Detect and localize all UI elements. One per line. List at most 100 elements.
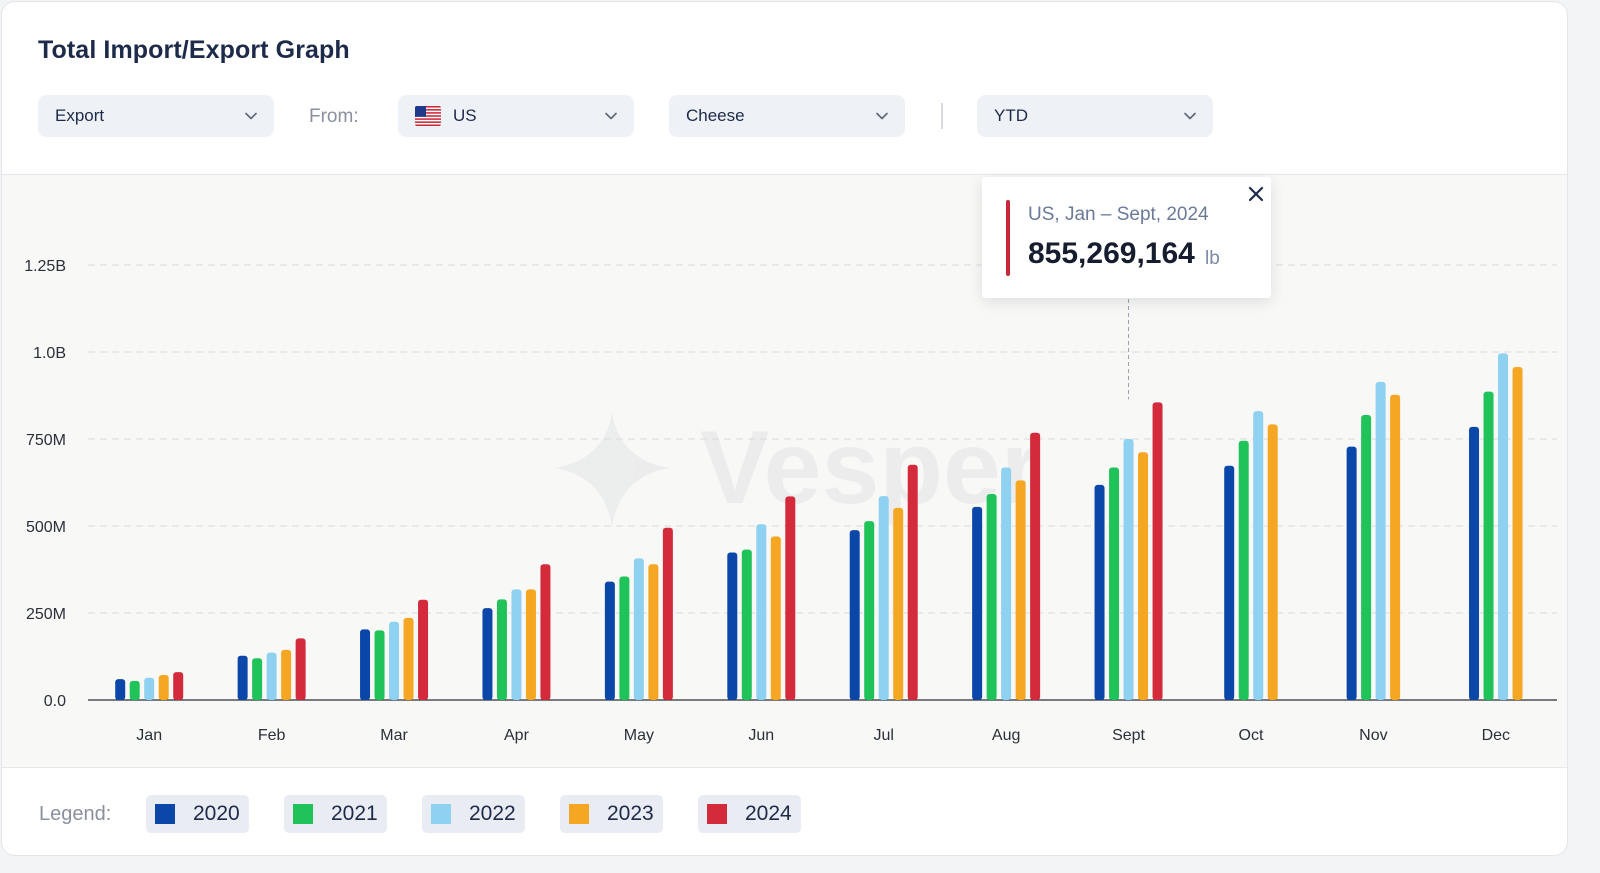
bar-2024-may[interactable]: [662, 527, 673, 700]
x-tick-label: Feb: [258, 727, 286, 744]
close-icon[interactable]: [1245, 183, 1267, 205]
product-select[interactable]: Cheese: [669, 95, 905, 137]
tooltip-unit: lb: [1205, 248, 1220, 269]
bar-2021-may[interactable]: [619, 576, 630, 700]
legend-item-2020[interactable]: 2020: [146, 795, 249, 833]
watermark-text: Vesper: [700, 410, 1041, 526]
bar-2024-sept[interactable]: [1152, 402, 1163, 700]
bar-2023-jun[interactable]: [770, 536, 781, 700]
bar-2023-apr[interactable]: [525, 589, 536, 700]
bar-2023-sept[interactable]: [1138, 452, 1149, 700]
legend-swatch: [431, 804, 451, 824]
bar-2024-feb[interactable]: [295, 638, 306, 700]
bar-2021-sept[interactable]: [1109, 467, 1120, 700]
bar-2024-apr[interactable]: [540, 564, 551, 700]
import-export-card: Total Import/Export Graph Export From: U…: [1, 1, 1568, 856]
bar-2020-oct[interactable]: [1224, 465, 1235, 700]
value-tooltip: US, Jan – Sept, 2024 855,269,164 lb: [982, 177, 1271, 298]
filter-divider: [941, 103, 943, 129]
bar-2022-sept[interactable]: [1123, 439, 1134, 700]
bar-2021-jul[interactable]: [864, 521, 875, 700]
bar-2020-jan[interactable]: [115, 679, 126, 700]
bar-2020-feb[interactable]: [237, 655, 248, 700]
bar-2024-jun[interactable]: [785, 496, 796, 700]
bar-2020-aug[interactable]: [972, 506, 983, 700]
tooltip-accent: [1006, 200, 1010, 276]
bar-2022-feb[interactable]: [266, 652, 277, 700]
bars: [115, 299, 1523, 700]
x-tick-label: May: [624, 727, 654, 744]
x-axis-labels: Jan Feb Mar Apr May Jun Jul Aug Sept Oct Nov Dec: [136, 727, 1510, 744]
y-tick-label: 500M: [26, 519, 66, 536]
bar-2024-jan[interactable]: [173, 672, 184, 700]
bar-2020-mar[interactable]: [360, 629, 371, 700]
bar-2024-mar[interactable]: [418, 599, 429, 700]
x-tick-label: Nov: [1359, 727, 1387, 744]
bar-2021-nov[interactable]: [1361, 414, 1372, 700]
bar-2022-nov[interactable]: [1375, 381, 1386, 700]
bar-2023-nov[interactable]: [1390, 394, 1401, 700]
bar-2023-feb[interactable]: [281, 649, 292, 700]
bar-2022-oct[interactable]: [1253, 411, 1264, 700]
bar-2020-jul[interactable]: [849, 530, 860, 700]
bar-2020-may[interactable]: [604, 581, 615, 700]
legend-item-2023[interactable]: 2023: [560, 795, 663, 833]
bar-2021-mar[interactable]: [374, 630, 385, 700]
bar-2021-feb[interactable]: [252, 658, 263, 700]
bar-2021-jan[interactable]: [129, 680, 140, 700]
bar-2023-mar[interactable]: [403, 617, 414, 700]
chart-plot-area: Vesper 0.0 250M 500M 750M 1.0B 1.25B Jan Feb Ma…: [2, 174, 1567, 768]
bar-2023-jan[interactable]: [158, 674, 169, 700]
bar-2022-apr[interactable]: [511, 589, 522, 700]
country-select-value: US: [453, 106, 477, 125]
x-tick-label: Aug: [992, 727, 1020, 744]
period-select-value: YTD: [994, 106, 1028, 125]
bar-2024-aug[interactable]: [1030, 432, 1041, 700]
legend-swatch: [707, 804, 727, 824]
legend-item-2022[interactable]: 2022: [422, 795, 525, 833]
legend-item-label: 2022: [469, 802, 516, 825]
direction-select[interactable]: Export: [38, 95, 274, 137]
bar-2020-nov[interactable]: [1346, 446, 1357, 700]
bar-2024-jul[interactable]: [907, 464, 918, 700]
bar-2021-oct[interactable]: [1238, 440, 1249, 700]
bar-2022-mar[interactable]: [389, 621, 400, 700]
bar-2021-dec[interactable]: [1483, 391, 1494, 700]
x-tick-label: Sept: [1112, 727, 1145, 744]
legend-item-label: 2024: [745, 802, 792, 825]
bar-2022-dec[interactable]: [1498, 353, 1509, 700]
bar-2020-jun[interactable]: [727, 552, 738, 700]
grid: 0.0 250M 500M 750M 1.0B 1.25B: [24, 258, 1557, 710]
x-tick-label: Mar: [380, 727, 408, 744]
bar-2022-jul[interactable]: [878, 496, 889, 700]
bar-2021-jun[interactable]: [741, 549, 752, 700]
page-title: Total Import/Export Graph: [38, 36, 350, 64]
bar-2021-apr[interactable]: [496, 599, 507, 700]
bar-2022-jun[interactable]: [756, 524, 767, 700]
bar-2023-jul[interactable]: [893, 507, 904, 700]
x-tick-label: Jul: [873, 727, 893, 744]
bar-2020-dec[interactable]: [1469, 426, 1480, 700]
bar-2023-may[interactable]: [648, 564, 659, 700]
y-tick-label: 0.0: [44, 693, 66, 710]
bar-2021-aug[interactable]: [986, 493, 997, 700]
y-tick-label: 1.0B: [33, 345, 66, 362]
bar-2020-sept[interactable]: [1094, 484, 1105, 700]
legend-swatch: [569, 804, 589, 824]
bar-2022-jan[interactable]: [144, 677, 155, 700]
y-tick-label: 250M: [26, 606, 66, 623]
chevron-down-icon: [1184, 112, 1196, 120]
legend-item-2024[interactable]: 2024: [698, 795, 801, 833]
product-select-value: Cheese: [686, 106, 745, 125]
bar-2022-may[interactable]: [633, 558, 644, 700]
bar-2020-apr[interactable]: [482, 608, 493, 700]
bar-2023-dec[interactable]: [1512, 366, 1523, 700]
legend-item-label: 2023: [607, 802, 654, 825]
bar-2022-aug[interactable]: [1001, 467, 1012, 700]
bar-2023-oct[interactable]: [1267, 424, 1278, 700]
country-select[interactable]: US: [398, 95, 634, 137]
tooltip-subtitle: US, Jan – Sept, 2024: [1028, 204, 1209, 225]
legend-item-2021[interactable]: 2021: [284, 795, 387, 833]
bar-2023-aug[interactable]: [1015, 480, 1026, 700]
period-select[interactable]: YTD: [977, 95, 1213, 137]
